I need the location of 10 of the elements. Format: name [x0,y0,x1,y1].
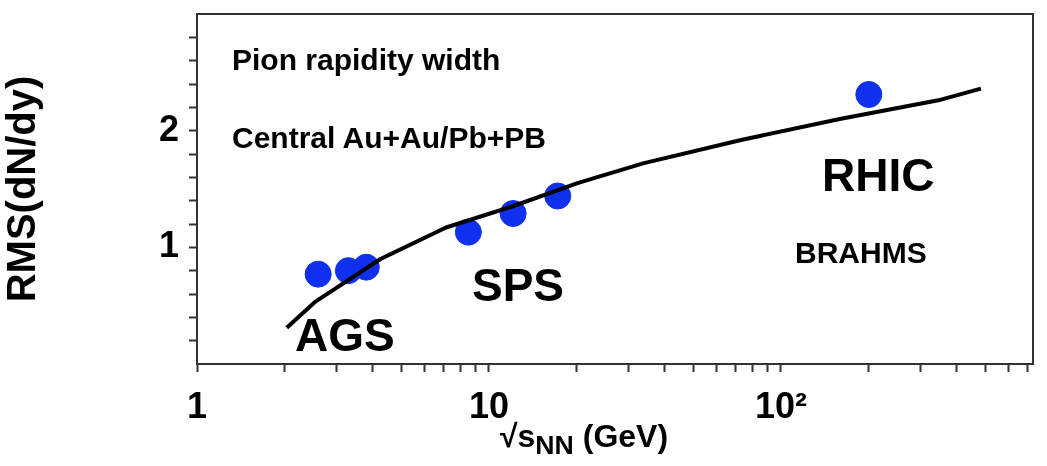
x-tick-label: 10² [754,384,807,426]
annotation: Central Au+Au/Pb+PB [232,121,546,155]
annotation: AGS [295,308,395,361]
annotation: RHIC [822,148,935,201]
annotation: BRAHMS [795,236,927,270]
x-tick-label: 1 [186,384,208,426]
annotation: Pion rapidity width [232,43,501,77]
y-axis-title: RMS(dN/dy) [0,75,44,303]
annotation: SPS [472,258,565,311]
y-tick-label: 2 [158,107,179,149]
